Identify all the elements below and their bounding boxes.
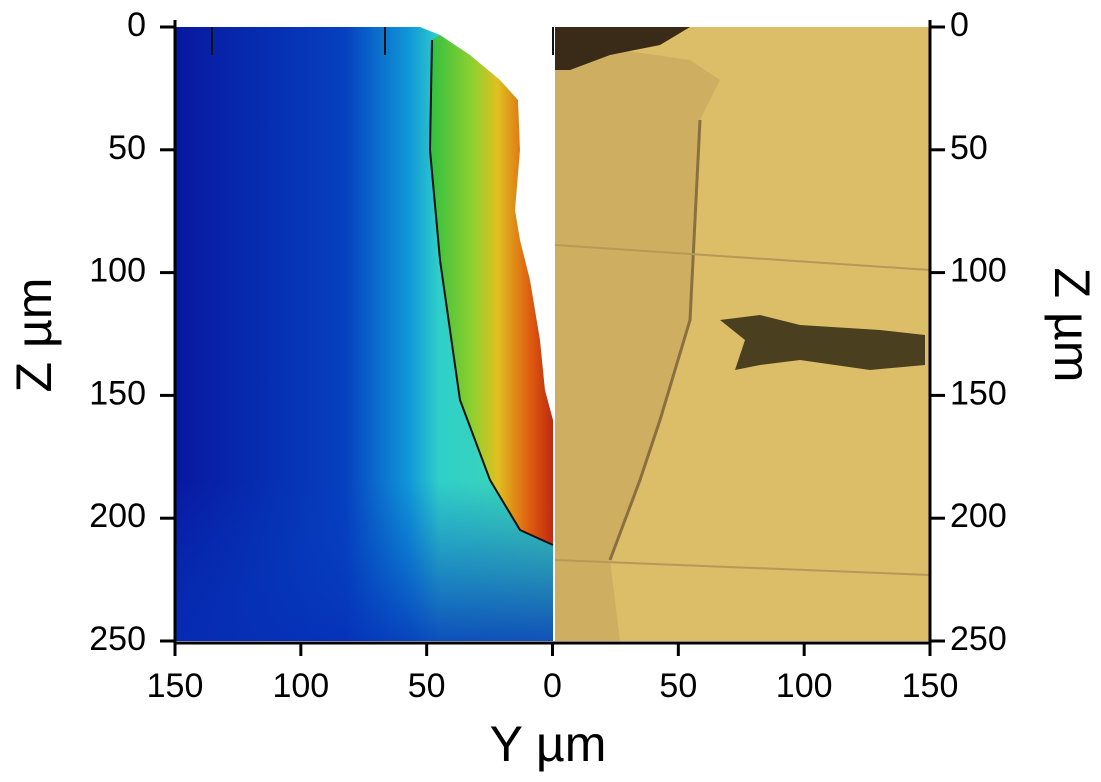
y-tick-label: 0 <box>127 6 146 44</box>
x-tick-label: 100 <box>776 667 833 705</box>
y2-tick-label: 250 <box>950 620 1007 658</box>
y2-tick-label: 0 <box>950 6 969 44</box>
y2-tick-label: 100 <box>950 252 1007 290</box>
y2-tick-label: 150 <box>950 374 1007 412</box>
y-tick-label: 250 <box>89 620 146 658</box>
x-tick-label: 100 <box>272 667 329 705</box>
chart: Y µm Z µm Z µm 150 100 50 0 50 100 150 0 50 100 15… <box>0 0 1101 782</box>
y-tick-label: 150 <box>89 374 146 412</box>
simulation-field <box>175 27 553 641</box>
x-tick-label: 150 <box>902 667 959 705</box>
y2-tick-label: 200 <box>950 497 1007 535</box>
micrograph <box>555 27 930 641</box>
page: Y µm Z µm Z µm 150 100 50 0 50 100 150 0 50 100 15… <box>0 0 1101 782</box>
y-tick-label: 200 <box>89 497 146 535</box>
x-axis-title: Y µm <box>490 716 607 772</box>
y-axis-title: Z µm <box>6 278 62 393</box>
x-tick-label: 0 <box>543 667 562 705</box>
y2-axis-title: Z µm <box>1044 268 1100 383</box>
x-tick-label: 50 <box>659 667 697 705</box>
x-tick-label: 150 <box>147 667 204 705</box>
y2-tick-label: 50 <box>950 129 988 167</box>
y-tick-label: 50 <box>108 129 146 167</box>
x-tick-label: 50 <box>408 667 446 705</box>
y-tick-label: 100 <box>89 252 146 290</box>
field-shading <box>175 480 553 641</box>
